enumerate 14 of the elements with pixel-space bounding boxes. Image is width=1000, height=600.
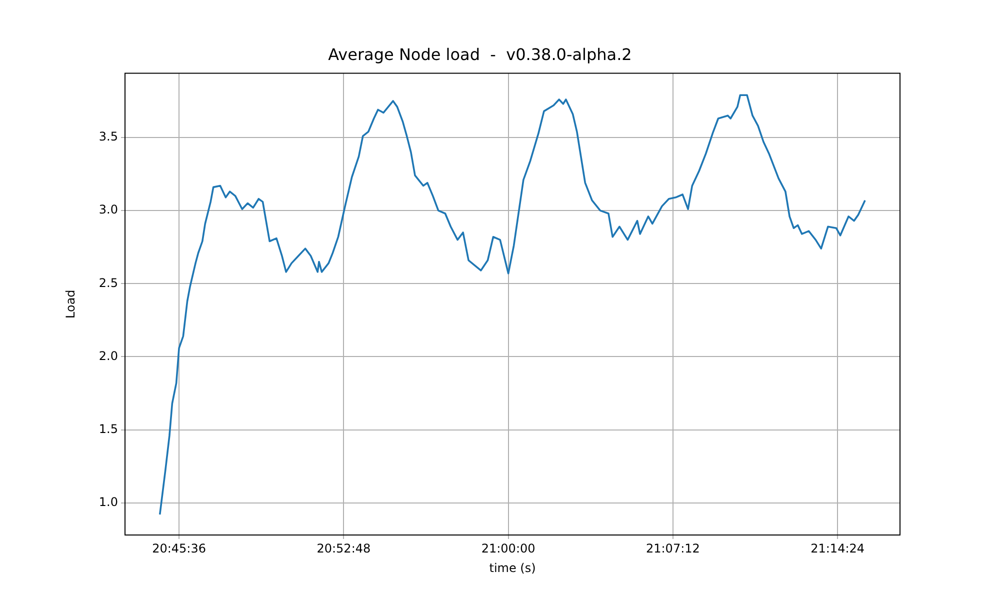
y-tick-label: 2.5 bbox=[98, 276, 118, 290]
x-tick-label: 20:45:36 bbox=[152, 541, 206, 556]
x-tick-label: 21:14:24 bbox=[810, 541, 865, 556]
y-axis-title: Load bbox=[63, 290, 78, 318]
x-tick-label: 21:07:12 bbox=[646, 541, 700, 556]
y-tick-label: 2.0 bbox=[98, 348, 118, 363]
y-tick-label: 1.0 bbox=[98, 494, 118, 509]
chart-title: Average Node load - v0.38.0-alpha.2 bbox=[328, 44, 632, 64]
x-tick-label: 21:00:00 bbox=[481, 541, 536, 556]
y-tick-label: 3.0 bbox=[98, 202, 118, 217]
y-tick-label: 3.5 bbox=[98, 130, 118, 144]
y-tick-label: 1.5 bbox=[98, 422, 118, 436]
x-tick-label: 20:52:48 bbox=[316, 541, 371, 556]
x-axis-title: time (s) bbox=[489, 560, 536, 575]
